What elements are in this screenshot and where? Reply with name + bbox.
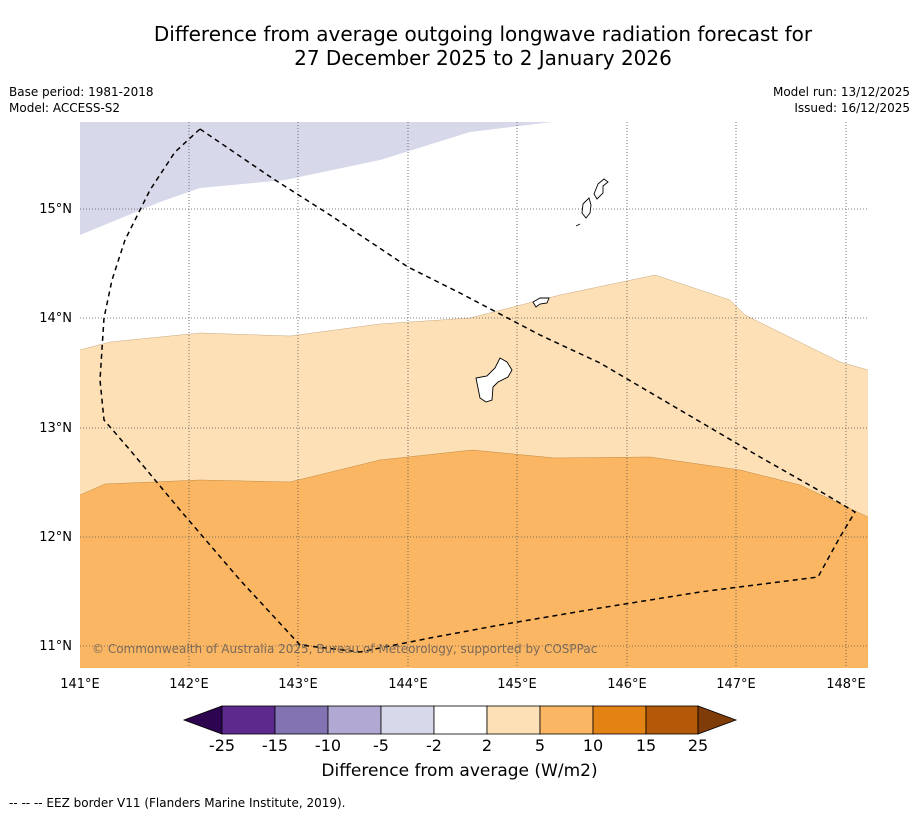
forecast-map: © Commonwealth of Australia 2025, Bureau… bbox=[39, 122, 868, 735]
lat-tick-label: 13°N bbox=[39, 421, 72, 436]
colorbar-tick-label: 5 bbox=[534, 736, 546, 755]
chart-title: Difference from average outgoing longwav… bbox=[0, 22, 919, 70]
difference-region-5-to-10 bbox=[80, 450, 868, 668]
title-line-1: Difference from average outgoing longwav… bbox=[153, 22, 813, 46]
eez-legend-note: -- -- -- EEZ border V11 (Flanders Marine… bbox=[9, 796, 346, 810]
colorbar-tick-label: -25 bbox=[208, 736, 236, 755]
saipan-island bbox=[593, 178, 609, 200]
meta-left: Base period: 1981-2018 Model: ACCESS-S2 bbox=[9, 84, 154, 116]
aguijan-island bbox=[575, 223, 581, 227]
lon-tick-label: 145°E bbox=[497, 677, 537, 692]
colorbar-tick-label: 15 bbox=[635, 736, 657, 755]
islands bbox=[475, 178, 609, 403]
colorbar-swatch bbox=[380, 705, 435, 735]
difference-region-minus5-to-minus2 bbox=[80, 122, 552, 235]
lat-tick-label: 15°N bbox=[39, 202, 72, 217]
gridlines bbox=[80, 122, 868, 668]
guam-island bbox=[475, 357, 513, 403]
lat-tick-label: 14°N bbox=[39, 311, 72, 326]
colorbar-tick-label: 10 bbox=[582, 736, 604, 755]
colorbar-under-arrow bbox=[182, 705, 223, 735]
lon-tick-label: 147°E bbox=[716, 677, 756, 692]
colorbar-title: Difference from average (W/m2) bbox=[321, 761, 598, 781]
colorbar-over-arrow bbox=[697, 705, 738, 735]
colorbar-swatch bbox=[592, 705, 647, 735]
title-line-2: 27 December 2025 to 2 January 2026 bbox=[294, 46, 672, 70]
colorbar bbox=[182, 705, 738, 735]
lon-tick-label: 144°E bbox=[388, 677, 428, 692]
colorbar-tick-label: -5 bbox=[373, 736, 389, 755]
colorbar-swatch bbox=[539, 705, 594, 735]
rota-island bbox=[532, 297, 550, 308]
model-name: Model: ACCESS-S2 bbox=[9, 101, 121, 115]
lat-tick-label: 12°N bbox=[39, 530, 72, 545]
contour-line-5 bbox=[80, 449, 868, 518]
lat-tick-label: 11°N bbox=[39, 639, 72, 654]
eez-border bbox=[99, 128, 857, 653]
lon-tick-label: 146°E bbox=[607, 677, 647, 692]
copyright-text: © Commonwealth of Australia 2025, Bureau… bbox=[92, 642, 597, 656]
lon-tick-label: 142°E bbox=[169, 677, 209, 692]
model-run: Model run: 13/12/2025 bbox=[772, 85, 910, 99]
lon-tick-label: 148°E bbox=[826, 677, 866, 692]
colorbar-swatch bbox=[274, 705, 329, 735]
lon-tick-label: 141°E bbox=[60, 677, 100, 692]
colorbar-tick-label: -10 bbox=[314, 736, 342, 755]
colorbar-swatch bbox=[645, 705, 699, 735]
colorbar-swatch bbox=[433, 705, 488, 735]
colorbar-tick-label: -2 bbox=[426, 736, 442, 755]
colorbar-swatch bbox=[327, 705, 382, 735]
lon-tick-label: 143°E bbox=[278, 677, 318, 692]
colorbar-tick-label: 2 bbox=[481, 736, 493, 755]
colorbar-swatch bbox=[221, 705, 276, 735]
base-period: Base period: 1981-2018 bbox=[9, 85, 154, 99]
tinian-island bbox=[581, 197, 592, 219]
colorbar-tick-label: 25 bbox=[687, 736, 709, 755]
colorbar-swatch bbox=[486, 705, 541, 735]
issued-date: Issued: 16/12/2025 bbox=[794, 101, 910, 115]
meta-right: Model run: 13/12/2025 Issued: 16/12/2025 bbox=[773, 84, 910, 116]
contour-line-2 bbox=[80, 274, 868, 371]
colorbar-tick-label: -15 bbox=[261, 736, 289, 755]
